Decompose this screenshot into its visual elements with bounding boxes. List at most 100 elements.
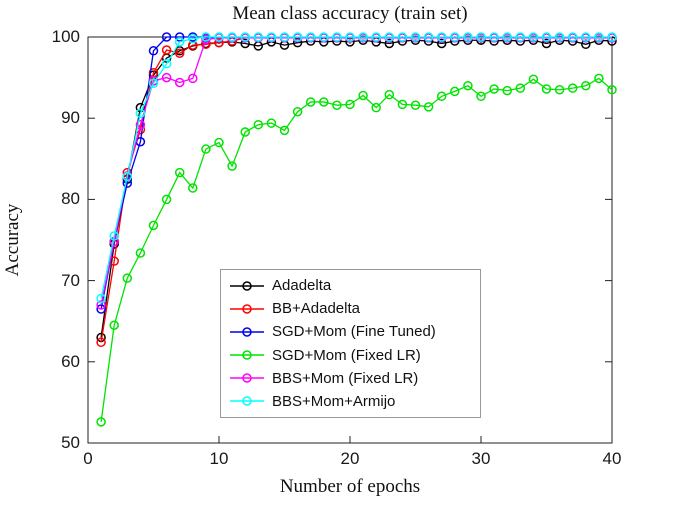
legend-entry-adadelta: Adadelta bbox=[229, 275, 478, 297]
data-point-marker bbox=[174, 32, 185, 42]
data-point-marker bbox=[279, 32, 290, 42]
data-point-marker bbox=[109, 231, 119, 241]
data-point-marker bbox=[96, 300, 106, 310]
data-point-marker bbox=[541, 38, 552, 49]
series-line-bbs-mom-fixed-lr bbox=[100, 37, 612, 306]
data-point-marker bbox=[423, 102, 434, 112]
data-point-marker bbox=[161, 45, 172, 55]
x-tick-label: 0 bbox=[83, 449, 93, 468]
x-tick-label: 30 bbox=[471, 449, 491, 468]
data-point-marker bbox=[161, 32, 172, 42]
series-bbs-mom-fixed-lr bbox=[96, 33, 617, 310]
data-point-marker bbox=[161, 59, 172, 69]
data-point-marker bbox=[240, 38, 250, 49]
series-line-adadelta bbox=[100, 39, 613, 338]
legend-entry-label: SGD+Mom (Fixed LR) bbox=[272, 346, 421, 364]
data-point-marker bbox=[541, 32, 552, 42]
data-point-marker bbox=[122, 273, 133, 283]
legend-entry-bb-adadelta: BB+Adadelta bbox=[229, 298, 478, 320]
data-point-marker bbox=[410, 32, 421, 42]
data-point-marker bbox=[436, 32, 447, 42]
data-point-marker bbox=[450, 86, 460, 97]
data-point-marker bbox=[384, 89, 395, 100]
data-point-marker bbox=[214, 137, 224, 148]
legend-entry-label: BBS+Mom+Armijo bbox=[272, 392, 396, 410]
data-point-marker bbox=[450, 32, 460, 42]
data-point-marker bbox=[541, 84, 552, 94]
data-point-marker bbox=[96, 293, 106, 304]
legend-marker-adadelta bbox=[230, 280, 264, 291]
data-point-marker bbox=[436, 91, 447, 102]
data-point-marker bbox=[581, 80, 591, 91]
data-point-marker bbox=[201, 144, 211, 154]
data-point-marker bbox=[305, 97, 316, 107]
data-point-marker bbox=[358, 90, 368, 101]
data-point-marker bbox=[135, 119, 146, 130]
data-point-marker bbox=[161, 194, 172, 205]
legend-circle-marker bbox=[242, 303, 252, 314]
data-point-marker bbox=[319, 32, 329, 42]
data-point-marker bbox=[122, 171, 133, 182]
legend-entry-label: SGD+Mom (Fine Tuned) bbox=[272, 323, 436, 341]
legend-entry-label: BBS+Mom (Fixed LR) bbox=[272, 369, 419, 387]
data-point-marker bbox=[148, 46, 159, 56]
data-point-marker bbox=[463, 80, 473, 91]
data-point-marker bbox=[292, 106, 303, 117]
data-point-marker bbox=[292, 32, 303, 42]
legend-circle-marker bbox=[242, 280, 252, 291]
y-tick-label: 80 bbox=[61, 189, 80, 209]
data-point-marker bbox=[515, 32, 526, 42]
data-point-marker bbox=[554, 85, 565, 95]
data-point-marker bbox=[554, 32, 565, 42]
x-tick-label: 10 bbox=[209, 449, 229, 468]
series-sgd-mom-fixed-lr bbox=[96, 73, 617, 427]
y-tick-label: 100 bbox=[51, 27, 80, 46]
legend: Adadelta BB+Adadelta SGD+Mom (Fine Tuned) S… bbox=[220, 269, 481, 418]
data-point-marker bbox=[253, 119, 264, 130]
data-point-marker bbox=[319, 97, 329, 107]
data-point-marker bbox=[528, 74, 539, 84]
data-point-marker bbox=[358, 32, 368, 42]
data-point-marker bbox=[436, 38, 447, 49]
data-point-marker bbox=[174, 48, 185, 58]
data-point-marker bbox=[502, 85, 512, 96]
legend-circle-marker bbox=[242, 327, 252, 337]
data-point-marker bbox=[581, 32, 591, 42]
data-point-marker bbox=[371, 102, 381, 113]
data-point-marker bbox=[502, 32, 512, 42]
data-point-marker bbox=[345, 32, 355, 42]
data-point-marker bbox=[607, 32, 617, 42]
legend-entry-sgd-mom-fixed-lr: SGD+Mom (Fixed LR) bbox=[229, 344, 478, 366]
data-point-marker bbox=[594, 73, 604, 84]
legend-entry-bbs-mom-armijo: BBS+Mom+Armijo bbox=[229, 390, 478, 412]
data-point-marker bbox=[109, 320, 119, 331]
data-point-marker bbox=[515, 83, 526, 93]
data-point-marker bbox=[345, 99, 355, 110]
data-point-marker bbox=[188, 33, 198, 44]
x-axis-label: Number of epochs bbox=[279, 476, 421, 497]
legend-marker-bbs-mom-armijo bbox=[230, 396, 264, 407]
y-tick-label: 60 bbox=[61, 351, 80, 371]
data-point-marker bbox=[96, 417, 106, 427]
data-point-marker bbox=[567, 83, 578, 93]
data-point-marker bbox=[214, 37, 224, 48]
data-point-marker bbox=[148, 78, 159, 89]
chart-title: Mean class accuracy (train set) bbox=[232, 3, 468, 24]
legend-marker-sgd-mom-fixed-lr bbox=[230, 350, 264, 360]
data-point-marker bbox=[240, 127, 250, 137]
data-point-marker bbox=[423, 32, 434, 42]
data-point-marker bbox=[174, 37, 185, 47]
legend-entry-label: Adadelta bbox=[272, 277, 332, 295]
data-point-marker bbox=[463, 32, 473, 42]
data-point-marker bbox=[384, 38, 395, 49]
data-point-marker bbox=[227, 161, 237, 171]
data-point-marker bbox=[332, 32, 342, 42]
data-point-marker bbox=[174, 167, 185, 178]
legend-entry-label: BB+Adadelta bbox=[272, 300, 360, 318]
data-point-marker bbox=[188, 73, 198, 84]
y-tick-label: 70 bbox=[61, 270, 80, 290]
data-point-marker bbox=[292, 37, 303, 48]
legend-marker-bbs-mom-fixed-lr bbox=[230, 373, 264, 383]
legend-marker-sgd-mom-fine-tuned bbox=[230, 327, 264, 337]
